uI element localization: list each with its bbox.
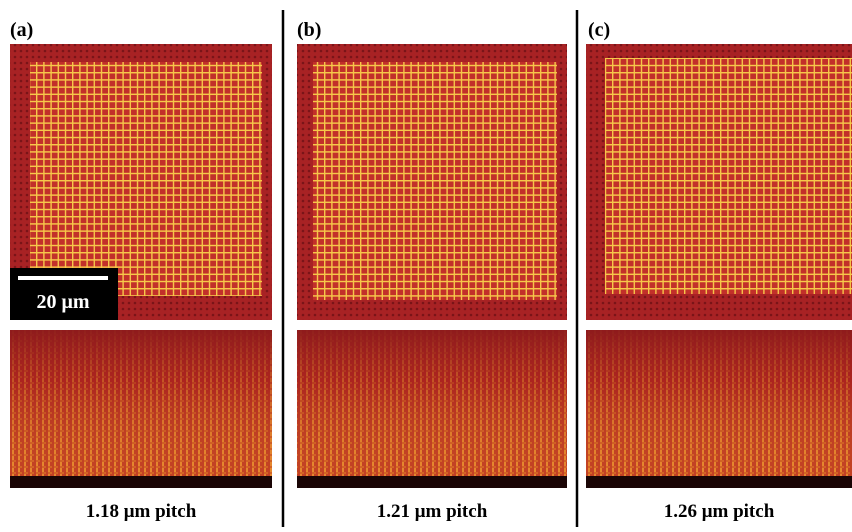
lattice xyxy=(605,58,852,294)
caption: 1.26 μm pitch xyxy=(664,501,775,522)
side-shade xyxy=(586,330,852,478)
side-shade xyxy=(10,330,272,478)
panel: (a) 20 μm 1.18 μm pitch xyxy=(10,19,272,522)
caption: 1.21 μm pitch xyxy=(377,501,488,522)
caption: 1.18 μm pitch xyxy=(86,501,197,522)
lattice xyxy=(313,62,557,300)
panel-label: (c) xyxy=(588,19,610,41)
lattice xyxy=(30,62,262,296)
scale-bar-label: 20 μm xyxy=(37,291,90,313)
panel-label: (a) xyxy=(10,19,33,41)
panel-label: (b) xyxy=(297,19,321,41)
side-shade xyxy=(297,330,567,478)
substrate xyxy=(586,476,852,488)
panel: (c) 1.26 μm pitch xyxy=(586,19,852,522)
substrate xyxy=(10,476,272,488)
panel: (b) 1.21 μm pitch xyxy=(297,19,567,522)
substrate xyxy=(297,476,567,488)
